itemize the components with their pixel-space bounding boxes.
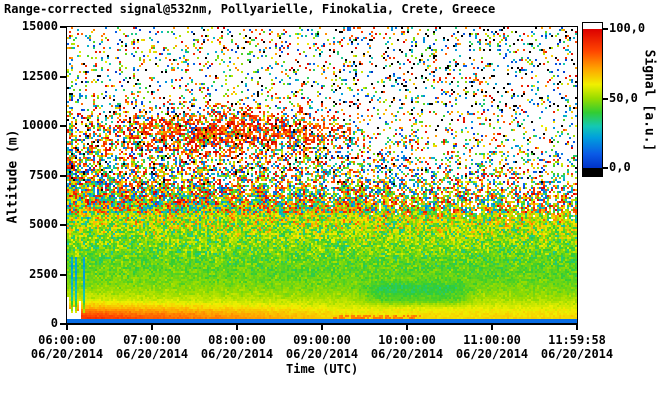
- heatmap-canvas: [67, 27, 577, 324]
- figure-title: Range-corrected signal@532nm, Pollyariel…: [4, 2, 496, 16]
- x-tick-time: 10:00:00: [378, 333, 436, 347]
- colorbar-tick-label: 50,0: [609, 90, 638, 105]
- x-tick-date: 06/20/2014: [540, 347, 614, 361]
- y-tick-label: 0: [50, 316, 58, 330]
- x-tick-label: 07:00:00 06/20/2014: [97, 333, 207, 361]
- x-tick-label: 08:00:00 06/20/2014: [182, 333, 292, 361]
- y-tick-label: 2500: [29, 266, 58, 281]
- x-tick-date: 06/20/2014: [370, 347, 444, 361]
- colorbar-tick-mark: [603, 97, 608, 100]
- x-tick-mark: [321, 325, 323, 330]
- y-tick-mark: [60, 26, 66, 28]
- y-tick-mark: [60, 125, 66, 127]
- x-axis-title: Time (UTC): [286, 362, 359, 376]
- x-tick-mark: [491, 325, 493, 330]
- colorbar-over-range-segment: [583, 23, 602, 29]
- x-tick-mark: [576, 325, 578, 330]
- y-tick-mark: [60, 273, 66, 276]
- y-tick-label: 10000: [21, 118, 58, 132]
- x-tick-date: 06/20/2014: [115, 347, 189, 361]
- x-tick-label: 11:59:58 06/20/2014: [522, 333, 632, 361]
- y-tick-label: 12500: [21, 68, 58, 83]
- x-tick-mark: [66, 325, 68, 330]
- y-tick-mark: [60, 174, 66, 177]
- x-tick-label: 11:00:00 06/20/2014: [437, 333, 547, 361]
- colorbar-title: Signal [a.u.]: [641, 49, 657, 152]
- x-tick-time: 07:00:00: [123, 333, 181, 347]
- x-tick-date: 06/20/2014: [30, 347, 104, 361]
- y-tick-label: 15000: [21, 19, 58, 33]
- x-tick-date: 06/20/2014: [285, 347, 359, 361]
- x-tick-mark: [236, 325, 238, 330]
- colorbar: [582, 22, 603, 177]
- colorbar-gradient: [583, 29, 602, 168]
- x-tick-date: 06/20/2014: [200, 347, 274, 361]
- colorbar-tick-mark: [603, 28, 608, 30]
- x-tick-time: 11:59:58: [548, 333, 606, 347]
- colorbar-tick-mark: [603, 167, 608, 169]
- x-tick-time: 06:00:00: [38, 333, 96, 347]
- colorbar-under-range-segment: [583, 168, 602, 176]
- y-tick-mark: [60, 323, 66, 325]
- x-tick-label: 06:00:00 06/20/2014: [12, 333, 122, 361]
- x-tick-time: 11:00:00: [463, 333, 521, 347]
- x-tick-time: 09:00:00: [293, 333, 351, 347]
- y-tick-label: 7500: [29, 167, 58, 182]
- plot-area: [66, 26, 578, 325]
- y-tick-mark: [60, 224, 66, 226]
- x-tick-time: 08:00:00: [208, 333, 266, 347]
- x-tick-mark: [406, 325, 408, 330]
- colorbar-tick-label: 0,0: [609, 160, 631, 174]
- x-tick-date: 06/20/2014: [455, 347, 529, 361]
- y-tick-mark: [60, 75, 66, 78]
- y-tick-label: 5000: [29, 217, 58, 231]
- colorbar-tick-label: 100,0: [609, 21, 646, 35]
- x-tick-mark: [151, 325, 153, 330]
- x-tick-label: 09:00:00 06/20/2014: [267, 333, 377, 361]
- x-tick-label: 10:00:00 06/20/2014: [352, 333, 462, 361]
